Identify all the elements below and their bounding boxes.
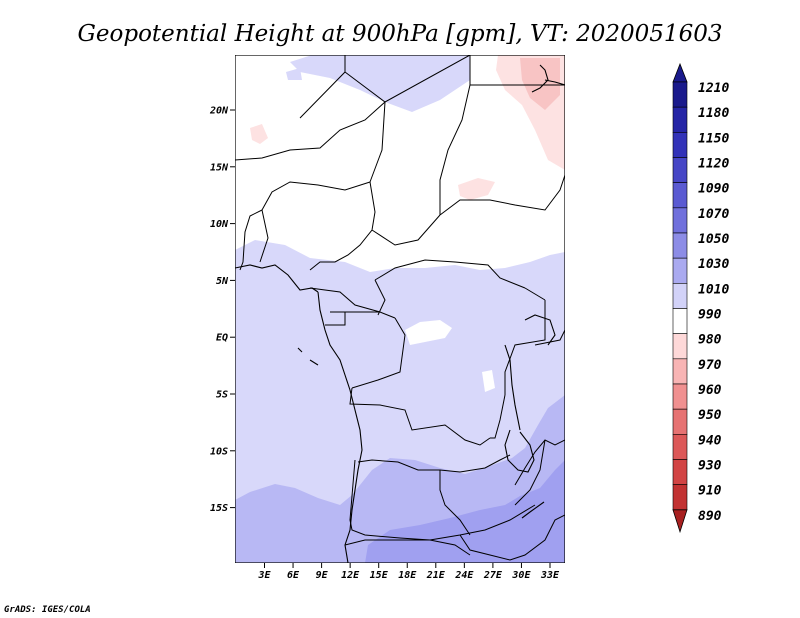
contour-1010-north — [290, 55, 470, 112]
colorbar-level-label: 1210 — [698, 81, 729, 96]
contour-1050-band — [365, 460, 565, 563]
contour-980-northeast — [520, 58, 560, 110]
lon-tick-label: 24E — [454, 570, 474, 581]
colorbar-swatch — [672, 333, 688, 360]
colorbar-level-label: 910 — [698, 484, 722, 499]
colorbar-swatch — [672, 408, 688, 435]
lon-tick-label: 15E — [370, 570, 389, 581]
lon-tick-label: 9E — [316, 570, 329, 581]
colorbar-level-label: 990 — [698, 308, 722, 323]
colorbar-swatch — [672, 434, 688, 460]
colorbar-level-label: 1010 — [698, 282, 729, 297]
colorbar-level-label: 1150 — [698, 131, 729, 146]
lat-tick-label: EQ — [216, 333, 228, 344]
contour-990-patch — [482, 370, 495, 392]
contour-990-center-spot — [458, 178, 495, 200]
lat-tick-label: 10N — [210, 219, 229, 230]
lon-tick-label: 6E — [287, 570, 300, 581]
colorbar-swatch — [672, 383, 688, 410]
grads-credit: GrADS: IGES/COLA — [4, 605, 91, 615]
colorbar-level-label: 1120 — [698, 157, 729, 172]
colorbar-swatch — [672, 132, 688, 158]
colorbar-swatch — [672, 106, 688, 133]
colorbar-level-label: 1090 — [698, 182, 729, 197]
colorbar-level-label: 890 — [698, 509, 722, 524]
lat-tick-label: 15S — [210, 503, 228, 514]
colorbar-swatch — [672, 257, 688, 284]
colorbar-swatch — [672, 484, 688, 511]
lon-tick-label: 12E — [341, 570, 360, 581]
colorbar-swatch — [672, 182, 688, 209]
lon-tick-label: 3E — [257, 570, 271, 581]
latitude-axis: 20N 15N 10N 5N EQ 5S 10S 15S — [209, 106, 235, 514]
contour-990-west-spot — [250, 124, 268, 144]
colorbar-level-label: 1030 — [698, 257, 729, 272]
colorbar-swatch — [672, 308, 688, 334]
colorbar-level-label: 980 — [698, 333, 722, 348]
colorbar-swatch — [672, 232, 688, 259]
colorbar-swatch — [672, 207, 688, 234]
lon-tick-label: 30E — [511, 570, 531, 581]
colorbar-level-label: 950 — [698, 408, 722, 423]
colorbar-level-label: 1070 — [698, 207, 729, 222]
lat-tick-label: 20N — [209, 106, 229, 117]
colorbar-swatch — [672, 283, 688, 309]
map-title: Geopotential Height at 900hPa [gpm], VT:… — [78, 21, 723, 47]
lon-tick-label: 18E — [398, 570, 417, 581]
colorbar-level-label: 940 — [698, 433, 722, 448]
lon-tick-label: 27E — [483, 570, 503, 581]
coastlines — [235, 64, 565, 563]
colorbar-level-label: 960 — [698, 383, 722, 398]
contour-990-patch — [405, 320, 452, 345]
longitude-axis: 3E 6E 9E 12E 15E 18E 21E 24E 27E 30E 33E — [257, 563, 560, 581]
colorbar-top-arrow — [672, 62, 688, 83]
lon-tick-label: 33E — [540, 570, 560, 581]
lat-tick-label: 5N — [216, 276, 229, 287]
colorbar-swatch — [672, 459, 688, 485]
colorbar-level-label: 930 — [698, 459, 722, 474]
colorbar-swatch — [672, 358, 688, 385]
colorbar-bottom-arrow — [672, 509, 688, 534]
map-plot-area — [235, 55, 565, 563]
lat-tick-label: 10S — [210, 446, 228, 457]
country-borders — [235, 55, 565, 561]
lat-tick-label: 15N — [210, 162, 229, 173]
contour-1010-north-spot — [286, 68, 302, 80]
colorbar-level-label: 1050 — [698, 232, 729, 247]
colorbar-swatch — [672, 157, 688, 183]
colorbar-level-label: 1180 — [698, 106, 729, 121]
colorbar-legend: 1210 1180 1150 1120 1090 1070 1050 1030 1010 990 9… — [672, 62, 729, 534]
colorbar-level-label: 970 — [698, 358, 722, 373]
colorbar-swatch — [672, 81, 688, 108]
lat-tick-label: 5S — [216, 390, 228, 401]
lon-tick-label: 21E — [426, 570, 446, 581]
